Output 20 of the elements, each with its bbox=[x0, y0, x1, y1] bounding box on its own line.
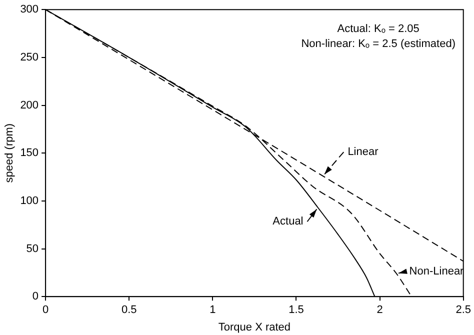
annotation: Non-linear: Kₒ = 2.5 (estimated) bbox=[301, 38, 456, 50]
y-tick-label: 200 bbox=[20, 99, 39, 112]
y-tick-label: 0 bbox=[32, 290, 39, 303]
y-tick-label: 150 bbox=[20, 147, 39, 160]
y-axis-title: speed (rpm) bbox=[4, 123, 16, 183]
annotation: Actual: Kₒ = 2.05 bbox=[337, 23, 420, 36]
y-tick-label: 300 bbox=[20, 4, 39, 16]
text: Linear bbox=[348, 146, 379, 158]
x-tick-label: 2.5 bbox=[456, 304, 472, 316]
x-tick-label: 2 bbox=[376, 304, 383, 316]
y-tick-label: 250 bbox=[20, 51, 39, 64]
x-tick-label: 0 bbox=[42, 304, 49, 316]
x-tick-label: 1.5 bbox=[288, 304, 304, 316]
x-tick-label: 0.5 bbox=[121, 304, 137, 316]
series-label: Actual bbox=[272, 216, 304, 228]
y-tick-label: 100 bbox=[20, 194, 39, 207]
x-tick-label: 1 bbox=[210, 304, 216, 316]
legend-label: Non-Linear bbox=[409, 266, 464, 278]
x-axis-title: Torque X rated bbox=[218, 321, 291, 334]
y-tick-label: 50 bbox=[26, 242, 39, 255]
